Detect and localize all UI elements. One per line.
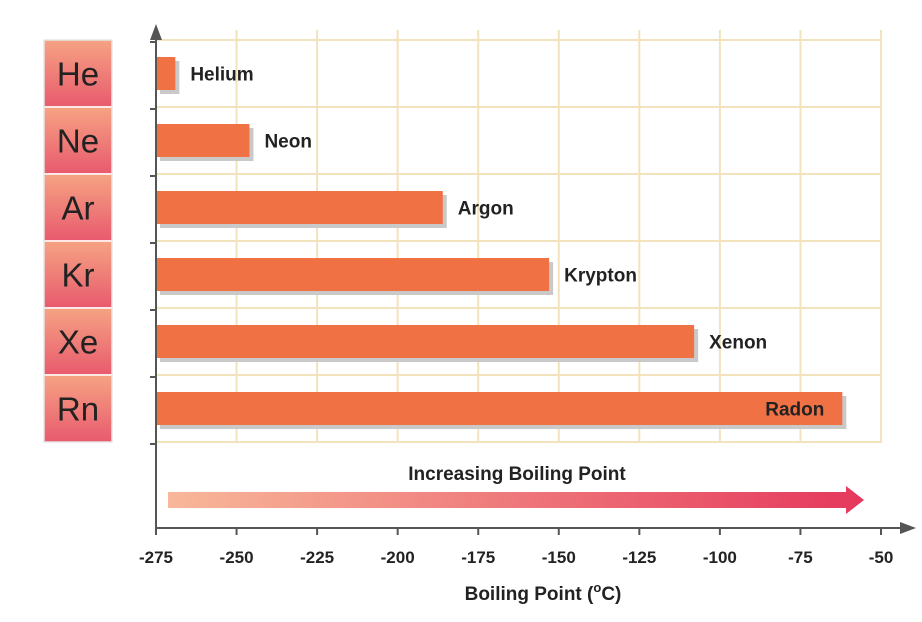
element-symbol: Ne (57, 123, 99, 160)
x-tick-label: -250 (220, 548, 254, 567)
bar-label: Krypton (564, 266, 637, 287)
bar (156, 392, 843, 425)
x-tick-label: -150 (542, 548, 576, 567)
x-tick-labels: -275 -250 -225 -200 -175 -150 -125 -100 -75 -50 (139, 548, 893, 567)
element-symbol: He (57, 56, 99, 93)
axes (150, 24, 916, 535)
bar-label: Helium (190, 65, 253, 86)
element-symbol-column: He Ne Ar Kr Xe Rn (43, 39, 113, 443)
bar-label: Xenon (709, 333, 767, 354)
x-axis-arrowhead (900, 522, 916, 534)
bar (156, 191, 443, 224)
arrow-annotation: Increasing Boiling Point (408, 464, 626, 485)
x-tick-label: -75 (788, 548, 813, 567)
bar (156, 124, 250, 157)
element-symbol: Xe (58, 324, 98, 361)
x-tick-label: -275 (139, 548, 173, 567)
x-tick-label: -175 (461, 548, 495, 567)
increasing-boiling-point-arrow (168, 486, 864, 514)
x-tick-label: -100 (703, 548, 737, 567)
symbol-column-border (43, 39, 113, 443)
increasing-arrow (168, 486, 864, 514)
bar-label: Argon (458, 199, 514, 220)
element-symbol: Ar (62, 190, 95, 227)
x-tick-label: -125 (622, 548, 656, 567)
x-tick-label: -225 (300, 548, 334, 567)
bar-label: Radon (765, 400, 824, 421)
element-symbol-box (43, 374, 113, 443)
y-axis-arrowhead (150, 24, 162, 40)
x-axis-label: Boiling Point (oC) (465, 580, 622, 605)
element-symbol: Kr (62, 257, 95, 294)
grid (155, 30, 882, 443)
element-symbol: Rn (57, 391, 99, 428)
bars: Helium Neon Argon Krypton Xenon Radon (156, 57, 847, 429)
bar (156, 57, 176, 90)
bar (156, 258, 550, 291)
bar-label: Neon (264, 132, 312, 153)
x-tick-label: -200 (381, 548, 415, 567)
x-tick-label: -50 (869, 548, 894, 567)
bar (156, 325, 695, 358)
